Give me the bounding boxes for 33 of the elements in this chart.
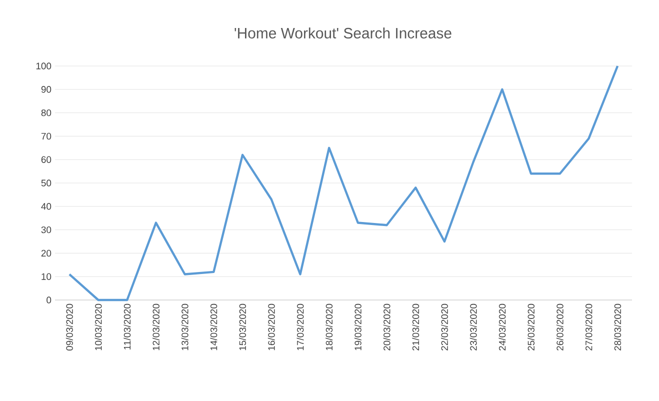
x-tick-label: 28/03/2020: [614, 304, 622, 350]
y-tick-label: 40: [41, 203, 52, 210]
x-tick-label: 14/03/2020: [210, 304, 218, 350]
x-tick-label: 20/03/2020: [383, 304, 390, 350]
x-tick-label: 09/03/2020: [66, 304, 73, 351]
x-tick-label: 23/03/2020: [470, 304, 477, 350]
y-tick-label: 30: [41, 226, 52, 234]
y-tick-label: 90: [41, 86, 52, 93]
x-tick-label: 25/03/2020: [528, 304, 535, 350]
y-tick-label: 70: [41, 132, 52, 140]
y-tick-label: 60: [41, 156, 52, 163]
x-tick-label: 26/03/2020: [556, 304, 564, 350]
x-tick-label: 15/03/2020: [239, 304, 246, 350]
x-tick-label: 19/03/2020: [354, 304, 362, 350]
line-series: [68, 64, 619, 302]
chart-title: 'Home Workout' Search Increase: [234, 28, 452, 38]
x-tick-label: 17/03/2020: [296, 304, 304, 350]
x-tick-label: 10/03/2020: [94, 304, 102, 350]
x-tick-label: 24/03/2020: [498, 304, 506, 350]
x-tick-label: 11/03/2020: [124, 304, 131, 350]
x-tick-label: 18/03/2020: [326, 304, 333, 350]
x-tick-label: 13/03/2020: [181, 304, 188, 350]
y-tick-label: 20: [41, 250, 52, 257]
x-tick-label: 21/03/2020: [412, 304, 420, 350]
y-tick-label: 50: [41, 180, 52, 186]
x-tick-label: 27/03/2020: [585, 304, 592, 350]
y-tick-label: 80: [41, 109, 52, 116]
x-tick-label: 22/03/2020: [441, 304, 448, 350]
x-tick-label: 12/03/2020: [152, 304, 160, 350]
y-tick-label: 100: [36, 62, 52, 70]
x-tick-label: 16/03/2020: [268, 304, 275, 350]
y-tick-label: 10: [42, 273, 52, 280]
y-tick-label: 0: [46, 296, 52, 304]
